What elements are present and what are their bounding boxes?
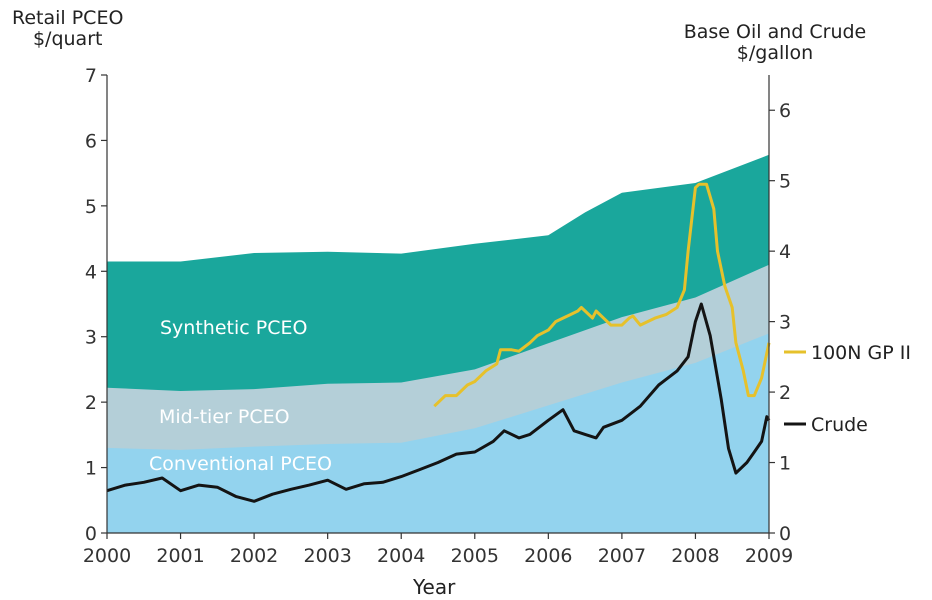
right-axis-title-line1: Base Oil and Crude	[683, 21, 867, 43]
x-axis-title: Year	[413, 575, 456, 599]
area-layer	[107, 154, 769, 534]
left-tick-label: 0	[85, 523, 97, 545]
x-tick-label: 2004	[377, 545, 425, 567]
right-tick-label: 5	[779, 171, 791, 193]
left-tick-label: 5	[85, 196, 97, 218]
x-tick-label: 2008	[671, 545, 719, 567]
area-label-synthetic-pceo: Synthetic PCEO	[160, 317, 307, 339]
left-tick-label: 3	[85, 327, 97, 349]
line-layer	[106, 182, 771, 503]
right-tick-label: 6	[779, 100, 791, 122]
legend-label-crude: Crude	[811, 414, 868, 436]
left-axis-title: Retail PCEO $/quart	[12, 8, 123, 50]
right-tick-label: 2	[779, 382, 791, 404]
left-tick-label: 6	[85, 130, 97, 152]
left-tick-label: 1	[85, 458, 97, 480]
x-tick-label: 2003	[303, 545, 351, 567]
area-conventional-pceo	[107, 333, 769, 533]
x-tick-label: 2009	[745, 545, 793, 567]
right-tick-label: 1	[779, 453, 791, 475]
area-label-layer: Synthetic PCEO Mid-tier PCEO Conventional …	[149, 317, 332, 475]
right-tick-label: 4	[779, 241, 791, 263]
line-crude	[106, 302, 771, 503]
x-tick-label: 2005	[451, 545, 499, 567]
x-tick-label: 2000	[83, 545, 131, 567]
legend-label-100n-gp-ii: 100N GP II	[811, 342, 911, 364]
area-label-mid-tier-pceo: Mid-tier PCEO	[159, 406, 290, 428]
right-tick-label: 3	[779, 312, 791, 334]
left-tick-label: 2	[85, 392, 97, 414]
axes-layer: 0 1 2 3 4 5 6 7 0 1 2 3 4 5 6 2000 2001 2002 2003 2004 2005 2…	[83, 65, 793, 567]
legend-layer: 100N GP II Crude	[784, 342, 911, 436]
area-label-conventional-pceo: Conventional PCEO	[149, 453, 332, 475]
x-tick-label: 2006	[524, 545, 572, 567]
left-axis-title-line1: Retail PCEO	[12, 7, 124, 29]
x-tick-label: 2001	[156, 545, 204, 567]
left-axis-title-line2: $/quart	[32, 28, 103, 50]
x-tick-label: 2002	[230, 545, 278, 567]
line-100n-gp-ii	[433, 182, 771, 408]
left-tick-label: 7	[85, 65, 97, 87]
right-axis-title-line2: $/gallon	[736, 42, 814, 64]
x-tick-label: 2007	[598, 545, 646, 567]
right-axis-title: Base Oil and Crude $/gallon	[652, 22, 898, 64]
left-tick-label: 4	[85, 261, 97, 283]
right-tick-label: 0	[779, 523, 791, 545]
